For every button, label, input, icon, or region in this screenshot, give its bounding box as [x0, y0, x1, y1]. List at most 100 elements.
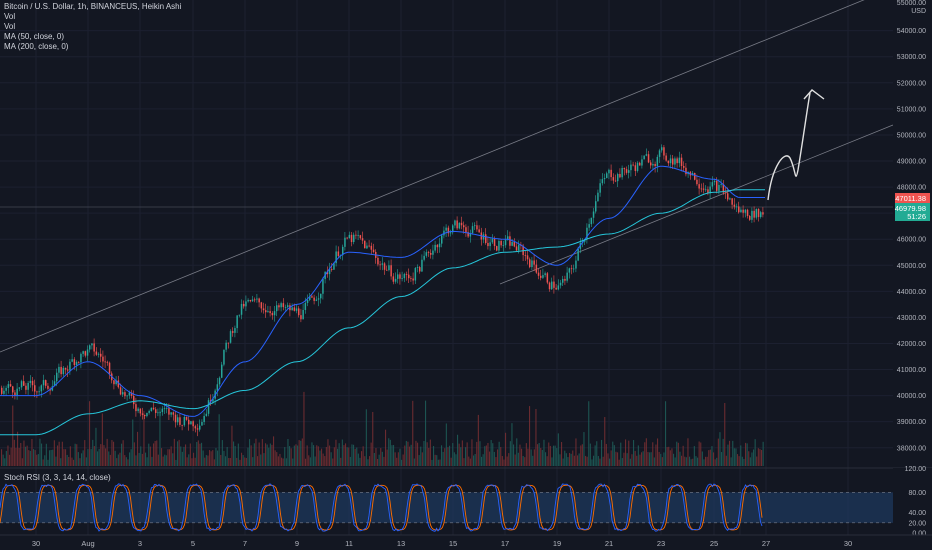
candle-body — [159, 412, 161, 413]
candle-body — [366, 246, 368, 249]
volume-bar — [97, 451, 98, 466]
volume-bar — [350, 457, 351, 466]
volume-bar — [531, 449, 532, 466]
candle-body — [593, 211, 595, 217]
volume-bar — [62, 442, 63, 466]
last-price-value: 47011.38 — [895, 194, 926, 203]
trend-channel[interactable] — [0, 0, 893, 352]
volume-bar — [438, 460, 439, 466]
volume-bar — [198, 440, 199, 466]
candle-body — [390, 265, 392, 276]
candle-body — [120, 387, 122, 394]
candle-body — [676, 158, 678, 163]
volume-bar — [556, 448, 557, 466]
volume-bar — [259, 442, 260, 466]
candle-body — [23, 381, 25, 386]
volume-bar — [27, 446, 28, 466]
volume-bar — [452, 443, 453, 466]
volume-bar — [123, 440, 124, 466]
volume-bar — [47, 460, 48, 466]
volume-bar — [326, 447, 327, 466]
volume-bar — [638, 445, 639, 466]
channel-lower-line — [500, 125, 893, 284]
volume-bar — [455, 454, 456, 466]
candle-body — [217, 384, 219, 390]
volume-bar — [599, 459, 600, 466]
volume-bar — [230, 458, 231, 466]
volume-bar — [380, 448, 381, 466]
projection-drawing[interactable] — [768, 90, 824, 200]
candle-body — [311, 296, 313, 297]
volume-bar — [382, 452, 383, 466]
volume-bar — [393, 445, 394, 466]
candle-body — [140, 409, 142, 414]
vol-legend-1[interactable]: Vol — [4, 12, 181, 22]
candle-body — [104, 361, 106, 362]
candle-body — [45, 380, 47, 386]
candle-body — [421, 260, 423, 272]
candle-body — [610, 170, 612, 177]
volume-bar — [55, 457, 56, 466]
candle-body — [316, 300, 318, 301]
volume-bar — [412, 401, 413, 466]
vol-legend-2[interactable]: Vol — [4, 22, 181, 32]
volume-bar — [383, 457, 384, 466]
volume-bar — [671, 448, 672, 466]
volume-bar — [505, 433, 506, 466]
candle-body — [742, 210, 744, 213]
volume-bar — [470, 459, 471, 466]
stoch-rsi-legend[interactable]: Stoch RSI (3, 3, 14, 14, close) — [4, 473, 111, 482]
volume-bar — [199, 444, 200, 466]
volume-bar — [316, 445, 317, 466]
candle-body — [441, 235, 443, 243]
volume-bar — [334, 447, 335, 466]
time-axis[interactable]: 30 Aug 3 5 7 9 11 13 15 17 19 21 23 25 27 30 — [0, 535, 932, 548]
volume-bar — [484, 446, 485, 466]
volume-bar — [191, 458, 192, 466]
volume-bar — [652, 442, 653, 466]
volume-bar — [249, 439, 250, 466]
candle-body — [419, 267, 421, 271]
candle-body — [749, 216, 751, 220]
ma50-legend[interactable]: MA (50, close, 0) — [4, 32, 181, 42]
candle-body — [236, 315, 238, 328]
candle-body — [166, 408, 168, 409]
candle-body — [531, 260, 533, 267]
volume-bar — [743, 459, 744, 466]
volume-bar — [255, 439, 256, 466]
volume-bar — [601, 440, 602, 466]
volume-bar — [345, 443, 346, 466]
candle-body — [727, 193, 729, 199]
candle-body — [47, 386, 49, 389]
candle-body — [89, 345, 91, 349]
symbol-title[interactable]: Bitcoin / U.S. Dollar, 1h, BINANCEUS, He… — [4, 2, 181, 12]
volume-bar — [647, 452, 648, 466]
candle-body — [758, 209, 760, 217]
volume-bar — [19, 448, 20, 466]
candle-body — [650, 162, 652, 165]
candle-body — [280, 303, 282, 307]
candle-body — [146, 413, 148, 416]
time-tick-label: 17 — [501, 539, 509, 548]
volume-bar — [235, 446, 236, 466]
candle-body — [69, 362, 71, 371]
candlesticks — [1, 144, 764, 436]
candle-body — [276, 305, 278, 311]
price-tags: 47011.3846979.9851:26 — [895, 193, 930, 221]
candle-body — [360, 235, 362, 238]
candle-body — [243, 304, 245, 306]
ma200-legend[interactable]: MA (200, close, 0) — [4, 42, 181, 52]
volume-bar — [614, 445, 615, 466]
time-tick-label: 3 — [138, 539, 142, 548]
candle-body — [701, 189, 703, 190]
candle-body — [74, 359, 76, 365]
time-tick-label: 11 — [345, 539, 353, 548]
volume-bar — [207, 456, 208, 466]
candle-body — [630, 165, 632, 171]
volume-bar — [223, 451, 224, 466]
candle-body — [318, 298, 320, 299]
candle-body — [12, 386, 14, 392]
candle-body — [1, 388, 3, 394]
